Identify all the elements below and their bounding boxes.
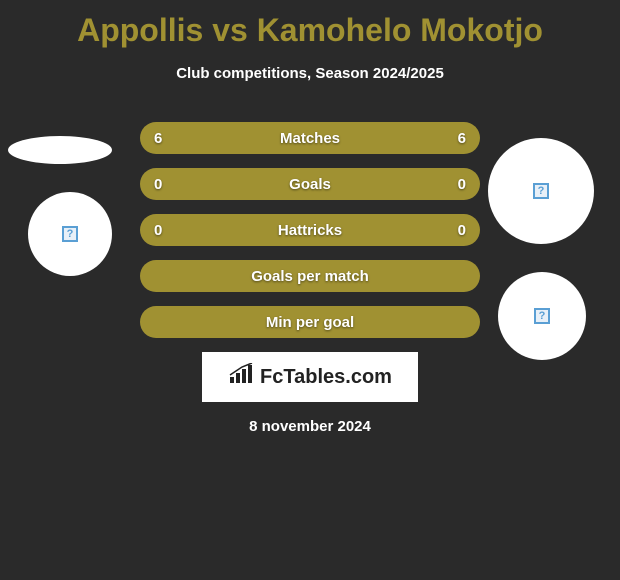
stat-label: Goals [289, 176, 331, 193]
placeholder-icon [534, 308, 550, 324]
stat-value-left: 0 [154, 222, 162, 239]
stat-label: Goals per match [251, 268, 369, 285]
stat-label: Hattricks [278, 222, 342, 239]
stat-label: Matches [280, 130, 340, 147]
stat-bar: 0 Hattricks 0 [140, 214, 480, 246]
player-avatar-left-flat [8, 136, 112, 164]
stat-value-left: 6 [154, 130, 162, 147]
stat-bar: 0 Goals 0 [140, 168, 480, 200]
player-avatar-left [28, 192, 112, 276]
page-title: Appollis vs Kamohelo Mokotjo [0, 0, 620, 49]
stat-bar: Min per goal [140, 306, 480, 338]
stat-bar: 6 Matches 6 [140, 122, 480, 154]
player-avatar-right-top [488, 138, 594, 244]
stats-column: 6 Matches 6 0 Goals 0 0 Hattricks 0 Goals per mat… [140, 122, 480, 338]
logo-box: FcTables.com [202, 352, 418, 402]
logo-text: FcTables.com [260, 366, 392, 389]
placeholder-icon [533, 183, 549, 199]
logo: FcTables.com [228, 363, 392, 391]
date: 8 november 2024 [0, 418, 620, 435]
bar-chart-icon [228, 363, 256, 391]
stat-value-right: 0 [458, 222, 466, 239]
stat-bar: Goals per match [140, 260, 480, 292]
content-area: 6 Matches 6 0 Goals 0 0 Hattricks 0 Goals per mat… [0, 122, 620, 435]
subtitle: Club competitions, Season 2024/2025 [0, 65, 620, 82]
stat-value-right: 0 [458, 176, 466, 193]
placeholder-icon [62, 226, 78, 242]
stat-label: Min per goal [266, 314, 354, 331]
player-avatar-right-bottom [498, 272, 586, 360]
stat-value-left: 0 [154, 176, 162, 193]
stat-value-right: 6 [458, 130, 466, 147]
